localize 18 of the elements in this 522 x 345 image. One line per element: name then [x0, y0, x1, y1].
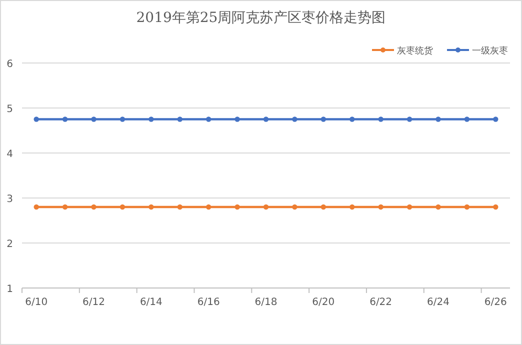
legend-label: 一级灰枣 [472, 46, 508, 56]
y-tick-label: 5 [6, 104, 13, 115]
x-tick-label: 6/12 [82, 297, 105, 308]
x-tick-label: 6/16 [197, 297, 220, 308]
x-tick-label: 6/14 [140, 297, 162, 308]
x-tick-label: 6/10 [25, 297, 48, 308]
x-tick-label: 6/18 [254, 297, 278, 308]
y-tick-label: 1 [6, 284, 13, 295]
x-tick-label: 6/26 [484, 297, 507, 308]
y-tick-label: 2 [6, 239, 13, 250]
y-tick-label: 4 [6, 149, 13, 160]
legend-label: 灰枣统货 [397, 46, 433, 56]
x-tick-label: 6/22 [370, 297, 392, 308]
chart-title: 2019年第25周阿克苏产区枣价格走势图 [136, 10, 386, 26]
x-tick-label: 6/20 [312, 297, 335, 308]
y-tick-label: 6 [6, 59, 13, 70]
y-tick-label: 3 [6, 194, 13, 205]
x-tick-label: 6/24 [427, 297, 450, 308]
